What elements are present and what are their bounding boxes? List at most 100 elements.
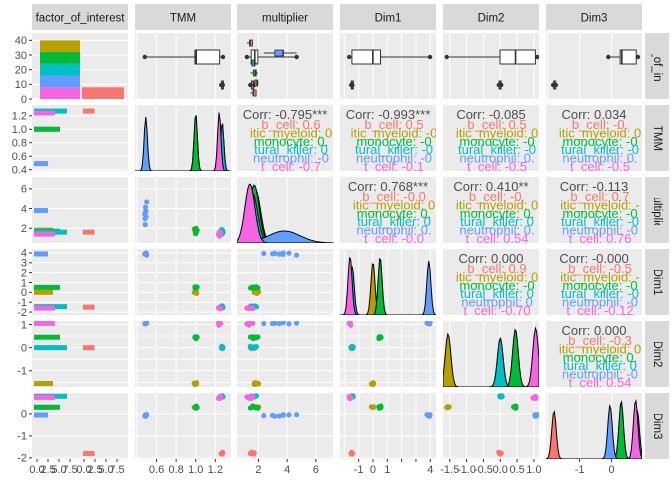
panel-background (546, 321, 642, 387)
point-neutrophil (280, 251, 286, 257)
column-strip-factor_of_interest (32, 4, 128, 30)
point-neutrophil (294, 321, 300, 326)
panel-Dim1-TMM (135, 249, 231, 315)
point-monocyte (192, 284, 198, 290)
point-dendritic_myeloid (194, 381, 200, 387)
panel-content (237, 249, 333, 315)
corr-natural_killer: tural_killer: 0 (563, 358, 637, 373)
corr-t_cell: t_cell: 0.54 (466, 231, 529, 246)
panel-multiplier-multiplier (237, 177, 333, 243)
bar-t_cell (34, 231, 55, 237)
x-tick-label: 0.0 (76, 464, 91, 476)
x-tick-label: 0.0 (29, 464, 44, 476)
point-t_cell (247, 306, 253, 312)
point-neutrophil (261, 413, 267, 419)
panel-content (343, 33, 433, 99)
point-monocyte (378, 404, 384, 410)
bar-b_cell (83, 451, 95, 456)
bar-natural_killer (40, 63, 80, 76)
column-strip-Dim3 (546, 4, 642, 30)
point-neutrophil (532, 413, 538, 419)
y-tick-label: -2 (17, 307, 27, 319)
y-tick-label: 6 (21, 184, 27, 196)
x-tick-label: -1.5 (440, 464, 459, 476)
panel-content (32, 108, 128, 171)
box-dendritic_myeloid (254, 79, 259, 87)
panel-content (32, 188, 128, 237)
panel-factor_of_interest-TMM (135, 33, 231, 99)
corr-t_cell: t_cell: 0.54 (569, 375, 632, 390)
panel-content (135, 177, 231, 243)
corr-b_cell: b_cell: 0.9 (467, 261, 526, 276)
panel-Dim3-factor_of_interest (32, 393, 128, 459)
row-strip-TMM (645, 105, 669, 171)
point-neutrophil (280, 412, 286, 418)
x-tick-label: 0.8 (168, 464, 183, 476)
x-tick-label: 4 (284, 464, 290, 476)
corr-natural_killer: tural_killer: 0 (460, 286, 534, 301)
panel-background (237, 393, 333, 459)
box-outlier (244, 54, 250, 60)
y-tick-label: 2 (21, 267, 27, 279)
corr-overall: Corr: 0.034 (561, 107, 626, 122)
column-strip-label-TMM: TMM (170, 13, 196, 25)
x-tick-label: -1 (354, 464, 364, 476)
corr-overall: Corr: -0.113 (560, 179, 628, 194)
panel-background (135, 321, 231, 387)
y-tick-label: 4 (21, 248, 27, 260)
panel-factor_of_interest-Dim3 (546, 33, 642, 99)
corr-dendritic_myeloid: itic_myeloid: 0 (456, 125, 538, 140)
bar-monocyte (34, 334, 60, 340)
point-neutrophil (142, 250, 148, 257)
y-tick-label: 0.8 (12, 138, 27, 150)
panel-background (443, 249, 539, 315)
panel-content (340, 393, 436, 459)
corr-natural_killer: tural_killer: -0 (561, 214, 639, 229)
corr-t_cell: t_cell: -0.5 (570, 159, 630, 174)
bar-dendritic_myeloid (34, 381, 53, 387)
column-strip-TMM (135, 4, 231, 30)
panel-factor_of_interest-Dim2 (443, 33, 539, 99)
row-strip-label-Dim3: Dim3 (651, 413, 663, 440)
panel-Dim2-Dim1 (340, 321, 436, 387)
x-tick-label: -1 (575, 464, 585, 476)
corr-dendritic_myeloid: itic_myeloid: 0 (559, 341, 641, 356)
y-tick-label: 4 (21, 203, 27, 215)
column-strip-Dim1 (340, 4, 436, 30)
panel-background (546, 177, 642, 243)
x-tick-label: 0 (609, 464, 615, 476)
corr-natural_killer: tural_killer: -0 (561, 142, 639, 157)
corr-overall: Corr: 0.000 (561, 323, 626, 338)
bar-neutrophil (34, 251, 48, 257)
x-tick-label: 7.5 (62, 464, 77, 476)
panel-content (443, 393, 539, 459)
row-strip-label-TMM: TMM (651, 125, 663, 151)
box-outlier (294, 54, 299, 60)
bar-b_cell (83, 108, 95, 114)
point-neutrophil (294, 412, 300, 418)
point-neutrophil (276, 321, 282, 327)
column-strip-label-Dim1: Dim1 (375, 13, 402, 25)
box-monocyte (252, 69, 257, 77)
x-tick-label: 5.0 (98, 464, 113, 476)
panel-Dim1-Dim1 (340, 249, 436, 315)
panel-Dim1-multiplier (237, 249, 333, 315)
y-tick-label: 0 (21, 287, 27, 299)
box-outlier (142, 54, 147, 60)
point-monocyte (378, 335, 384, 341)
point-b_cell (218, 451, 225, 457)
point-b_cell (497, 451, 503, 457)
y-tick-label: 0.4 (12, 164, 27, 176)
corr-overall: Corr: -0.085 (456, 107, 525, 122)
corr-neutrophil: neutrophil: 0. (459, 151, 534, 166)
y-tick-label: 20 (15, 64, 27, 76)
x-tick-label: 0.0 (493, 464, 508, 476)
x-tick-label: 1.0 (188, 464, 203, 476)
point-monocyte (253, 335, 259, 341)
panel-TMM-TMM (135, 105, 231, 171)
